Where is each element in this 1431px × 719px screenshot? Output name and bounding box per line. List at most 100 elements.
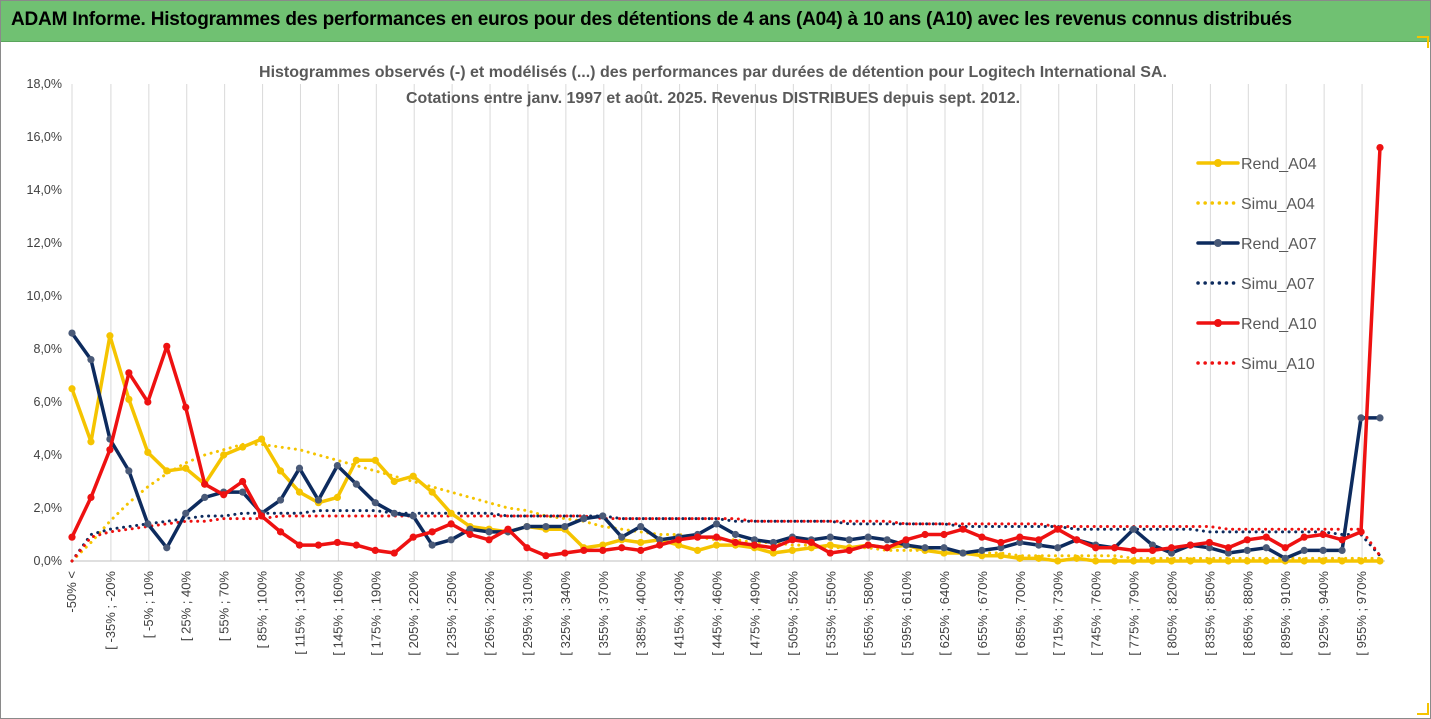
data-point-Rend_A07: [333, 462, 341, 470]
data-point-Rend_A04: [599, 541, 607, 549]
data-point-Rend_A04: [978, 552, 986, 560]
data-point-Rend_A10: [314, 541, 323, 549]
data-point-Rend_A10: [87, 493, 95, 501]
x-tick-label: [ 445% ; 460%: [710, 571, 725, 656]
data-point-Rend_A07: [599, 512, 607, 520]
data-point-Rend_A10: [1129, 546, 1138, 555]
data-point-Rend_A10: [485, 536, 493, 544]
data-point-Rend_A10: [959, 525, 967, 533]
data-point-Rend_A04: [997, 552, 1005, 560]
y-tick-label: 8,0%: [34, 342, 63, 356]
data-point-Rend_A07: [182, 509, 190, 517]
data-point-Rend_A07: [1262, 544, 1270, 552]
x-tick-label: [ 655% ; 670%: [975, 571, 990, 656]
data-point-Rend_A10: [1319, 530, 1327, 539]
data-point-Rend_A04: [1111, 557, 1119, 565]
data-point-Rend_A10: [333, 538, 341, 547]
y-tick-label: 16,0%: [27, 130, 62, 144]
legend-label: Simu_A04: [1241, 196, 1315, 213]
x-tick-label: [ 415% ; 430%: [672, 571, 687, 656]
data-point-Rend_A10: [561, 549, 569, 557]
data-point-Rend_A04: [693, 546, 702, 555]
data-point-Rend_A10: [693, 533, 702, 541]
data-point-Rend_A07: [864, 533, 872, 541]
data-point-Rend_A10: [257, 512, 266, 520]
data-point-Rend_A10: [1016, 533, 1024, 541]
data-point-Rend_A10: [618, 544, 626, 552]
data-point-Rend_A07: [201, 493, 209, 501]
data-point-Rend_A07: [921, 544, 929, 552]
data-point-Rend_A07: [845, 536, 853, 544]
data-point-Rend_A07: [1300, 546, 1308, 555]
chart-title: Histogrammes observés (-) et modélisés (…: [259, 64, 1167, 107]
data-point-Rend_A04: [1016, 554, 1024, 562]
data-point-Rend_A10: [1073, 536, 1081, 544]
data-point-Rend_A10: [826, 549, 834, 557]
data-point-Rend_A10: [523, 544, 531, 552]
data-point-Rend_A07: [1224, 549, 1232, 557]
data-point-Rend_A04: [409, 472, 417, 480]
series-line-Rend_A10: [70, 145, 1382, 558]
y-tick-label: 2,0%: [34, 501, 63, 515]
data-point-Rend_A10: [656, 541, 664, 549]
data-point-Rend_A07: [731, 530, 740, 539]
data-point-Rend_A04: [1243, 557, 1251, 565]
data-point-Rend_A07: [68, 329, 76, 337]
data-point-Rend_A07: [1357, 414, 1365, 422]
data-point-Rend_A10: [371, 546, 379, 555]
data-point-Rend_A10: [182, 403, 190, 411]
data-point-Rend_A04: [1357, 557, 1365, 565]
y-tick-label: 18,0%: [27, 77, 62, 91]
legend-marker: [1214, 239, 1222, 247]
data-point-Rend_A04: [1262, 557, 1270, 565]
data-point-Rend_A07: [1205, 544, 1213, 552]
legend-label: Rend_A07: [1241, 236, 1317, 253]
data-point-Rend_A04: [1129, 557, 1138, 565]
data-point-Rend_A07: [1281, 554, 1289, 562]
x-tick-label: [ 25% ; 40%: [179, 571, 194, 642]
x-tick-label: [ 55% ; 70%: [217, 571, 232, 642]
data-point-Rend_A04: [1035, 554, 1043, 562]
legend-marker: [1214, 159, 1222, 167]
data-point-Rend_A10: [675, 536, 683, 544]
data-point-Rend_A07: [87, 356, 95, 364]
data-point-Rend_A10: [921, 530, 929, 539]
data-point-Rend_A04: [295, 488, 304, 496]
legend-label: Rend_A10: [1241, 316, 1317, 333]
data-point-Rend_A07: [1016, 538, 1024, 547]
data-point-Rend_A07: [1243, 546, 1251, 555]
x-tick-label: [ 505% ; 520%: [785, 571, 800, 656]
data-point-Rend_A07: [750, 536, 759, 544]
data-point-Rend_A04: [87, 438, 95, 446]
data-point-Rend_A10: [997, 538, 1005, 547]
y-tick-label: 14,0%: [27, 183, 62, 197]
data-point-Rend_A10: [712, 533, 721, 541]
data-point-Rend_A04: [1319, 557, 1327, 565]
data-point-Rend_A10: [295, 541, 304, 549]
data-point-Rend_A07: [902, 541, 910, 549]
data-point-Rend_A10: [1262, 533, 1270, 541]
x-tick-label: -50% <: [64, 571, 79, 613]
data-point-Rend_A04: [807, 544, 815, 552]
data-point-Rend_A07: [125, 467, 133, 475]
series-line-Simu_A10: [70, 514, 1382, 563]
data-point-Rend_A07: [239, 488, 247, 496]
report-banner: ADAM Informe. Histogrammes des performan…: [1, 1, 1430, 42]
x-tick-label: [ 265% ; 280%: [482, 571, 497, 656]
x-tick-label: [ 685% ; 700%: [1013, 571, 1028, 656]
data-point-Rend_A10: [580, 546, 588, 555]
data-point-Rend_A04: [220, 451, 228, 459]
data-point-Rend_A07: [314, 496, 323, 504]
x-tick-label: [ 715% ; 730%: [1051, 571, 1066, 656]
data-point-Rend_A10: [466, 530, 474, 539]
data-point-Rend_A04: [163, 467, 171, 475]
data-point-Rend_A04: [447, 509, 455, 517]
x-tick-label: [ 325% ; 340%: [558, 571, 573, 656]
x-tick-label: [ 145% ; 160%: [330, 571, 345, 656]
data-point-Rend_A10: [352, 541, 360, 549]
data-point-Rend_A07: [959, 549, 967, 557]
data-point-Rend_A04: [637, 538, 645, 547]
data-point-Rend_A10: [1300, 533, 1308, 541]
x-tick-label: [ 895% ; 910%: [1278, 571, 1293, 656]
